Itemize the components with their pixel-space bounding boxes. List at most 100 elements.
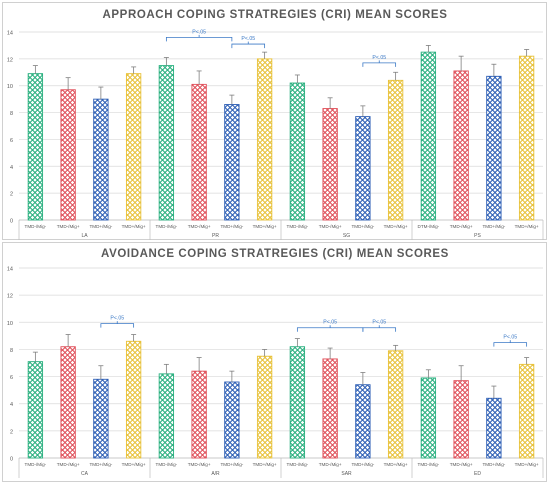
- approach-y-tick-label: 4: [10, 165, 13, 171]
- avoidance-group-label: A/R: [211, 471, 220, 477]
- approach-y-tick-label: 0: [10, 219, 13, 225]
- avoidance-bar: [387, 350, 404, 459]
- approach-y-tick-label: 10: [7, 84, 13, 90]
- approach-group-label: PS: [474, 233, 481, 239]
- avoidance-significance-label: P<.05: [372, 320, 386, 326]
- approach-bar-label: DTM-/Mig-: [418, 224, 440, 229]
- avoidance-bar-label: TMD+/Mig+: [253, 462, 277, 467]
- approach-bar: [453, 70, 469, 221]
- avoidance-bar-label: TMD+/Mig+: [122, 462, 146, 467]
- approach-y-tick-label: 12: [7, 57, 13, 63]
- approach-bar-label: TMD+/Mig+: [384, 224, 408, 229]
- avoidance-significance-bracket: [100, 323, 135, 328]
- approach-y-tick-label: 8: [10, 111, 13, 117]
- approach-group-label: LA: [81, 233, 88, 239]
- approach-bar: [60, 89, 76, 221]
- avoidance-bar: [453, 380, 469, 459]
- avoidance-bar: [125, 340, 142, 459]
- approach-significance-bracket: [165, 36, 233, 42]
- avoidance-bar: [289, 346, 306, 459]
- avoidance-bar: [518, 363, 535, 459]
- avoidance-bar-label: TMD+/Mig-: [351, 462, 374, 467]
- avoidance-bar-label: TMD-/Mig-: [25, 462, 47, 467]
- approach-chart: 0 2 4 6 8 10 12 14 TMD-/Mig- TMD-/Mig+ TMD+/Mig- TM…: [7, 29, 544, 240]
- avoidance-bar: [322, 358, 338, 459]
- avoidance-chart: 0 2 4 6 8 10 12 14 TMD-/Mig- TMD-/Mig+ TMD+/Mig- TM…: [7, 267, 544, 478]
- avoidance-bar: [486, 397, 502, 459]
- avoidance-bar: [27, 361, 44, 459]
- avoidance-significance-label: P<.05: [503, 335, 517, 341]
- avoidance-bar-label: TMD+/Mig+: [515, 462, 539, 467]
- approach-significance-bracket: [231, 43, 266, 49]
- approach-bar: [355, 116, 371, 221]
- avoidance-y-tick-label: 12: [7, 294, 13, 300]
- avoidance-bar: [224, 381, 240, 459]
- avoidance-bar: [60, 346, 76, 459]
- approach-significance-bracket: [362, 62, 397, 67]
- approach-significance-label: P<.05: [192, 29, 206, 35]
- avoidance-bar-label: TMD-/Mig-: [287, 462, 309, 467]
- approach-y-tick-label: 14: [7, 31, 13, 37]
- avoidance-significance-bracket: [362, 327, 397, 332]
- avoidance-bar-label: TMD+/Mig-: [89, 462, 112, 467]
- approach-significance-label: P<.05: [372, 55, 386, 61]
- avoidance-significance-label: P<.05: [323, 320, 337, 326]
- approach-bar: [256, 58, 273, 221]
- avoidance-bar: [158, 373, 175, 459]
- approach-bar-label: TMD-/Mig-: [25, 224, 47, 229]
- approach-y-tick-label: 6: [10, 138, 13, 144]
- approach-bar-label: TMD-/Mig+: [450, 224, 473, 229]
- avoidance-bar-label: TMD-/Mig+: [57, 462, 80, 467]
- avoidance-group-label: SAR: [341, 471, 352, 477]
- approach-y-tick-label: 2: [10, 192, 13, 198]
- avoidance-bar: [420, 377, 437, 459]
- avoidance-y-tick-label: 6: [10, 375, 13, 381]
- avoidance-y-tick-label: 10: [7, 321, 13, 327]
- bottom-panel-border: [2, 242, 547, 482]
- approach-significance-label: P<.05: [241, 36, 255, 42]
- approach-bar: [387, 79, 404, 221]
- approach-bar: [158, 65, 175, 221]
- approach-bar-label: TMD-/Mig-: [287, 224, 309, 229]
- approach-bar: [289, 82, 306, 221]
- approach-bar: [486, 75, 502, 221]
- avoidance-bar-label: TMD+/Mig-: [220, 462, 243, 467]
- approach-group-label: PR: [212, 233, 219, 239]
- avoidance-bar-label: TMD+/Mig-: [482, 462, 505, 467]
- approach-bar: [322, 108, 338, 221]
- avoidance-bar: [256, 355, 273, 459]
- approach-bar: [420, 51, 437, 221]
- avoidance-y-tick-label: 4: [10, 402, 13, 408]
- approach-bar-label: TMD-/Mig+: [57, 224, 80, 229]
- avoidance-bar: [93, 378, 109, 459]
- approach-bar-label: TMD+/Mig-: [220, 224, 243, 229]
- avoidance-y-tick-label: 8: [10, 348, 13, 354]
- avoidance-significance-label: P<.05: [110, 316, 124, 322]
- approach-bar: [93, 98, 109, 221]
- approach-bar: [27, 73, 44, 221]
- top-chart-title: APPROACH COPING STRATREGIES (CRI) MEAN S…: [102, 9, 448, 21]
- approach-bar-label: TMD-/Mig-: [156, 224, 178, 229]
- approach-bar-label: TMD+/Mig+: [253, 224, 277, 229]
- approach-group-label: SG: [343, 233, 350, 239]
- approach-bar-label: TMD+/Mig-: [89, 224, 112, 229]
- approach-bar-label: TMD+/Mig-: [351, 224, 374, 229]
- approach-bar-label: TMD+/Mig-: [482, 224, 505, 229]
- avoidance-y-tick-label: 14: [7, 267, 13, 273]
- approach-bar: [224, 104, 240, 221]
- bottom-chart-title: AVOIDANCE COPING STRATREGIES (CRI) MEAN …: [101, 248, 449, 260]
- avoidance-y-tick-label: 2: [10, 429, 13, 435]
- avoidance-bar-label: TMD-/Mig-: [156, 462, 178, 467]
- avoidance-significance-bracket: [296, 327, 364, 332]
- avoidance-group-label: CA: [81, 471, 89, 477]
- approach-bar-label: TMD+/Mig+: [122, 224, 146, 229]
- approach-bar-label: TMD+/Mig+: [515, 224, 539, 229]
- approach-bar: [191, 83, 207, 221]
- avoidance-bar-label: TMD-/Mig+: [188, 462, 211, 467]
- avoidance-bar-label: TMD-/Mig+: [450, 462, 473, 467]
- top-panel-border: [2, 2, 547, 240]
- avoidance-y-tick-label: 0: [10, 457, 13, 463]
- approach-bar-label: TMD-/Mig+: [319, 224, 342, 229]
